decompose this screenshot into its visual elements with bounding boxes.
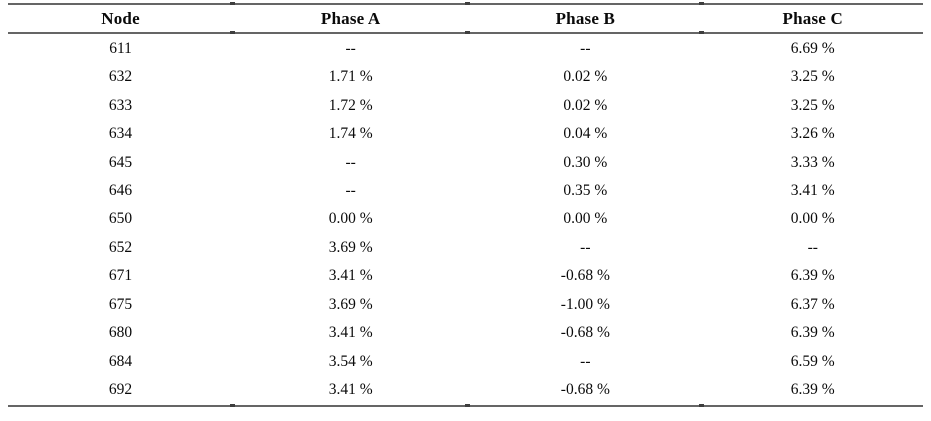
table-row: 692 3.41 % -0.68 % 6.39 % — [8, 376, 923, 406]
phase-b-cell: -- — [580, 39, 591, 57]
node-cell: 632 — [108, 68, 133, 86]
node-cell: 650 — [108, 210, 133, 228]
phase-a-cell: 3.41 % — [328, 267, 373, 285]
phase-c-cell: 6.69 % — [790, 39, 835, 57]
phase-b-cell: -0.68 % — [560, 267, 610, 285]
phase-c-cell: 3.33 % — [790, 153, 835, 171]
node-cell: 675 — [108, 295, 133, 313]
phase-b-cell: -0.68 % — [560, 324, 610, 342]
node-cell: 634 — [108, 125, 133, 143]
phase-c-cell: 0.00 % — [790, 210, 835, 228]
table-row: 652 3.69 % -- -- — [8, 234, 923, 262]
phase-c-cell: 6.39 % — [790, 267, 835, 285]
phase-a-cell: 0.00 % — [328, 210, 373, 228]
table-row: 645 -- 0.30 % 3.33 % — [8, 148, 923, 176]
column-header-phase-b: Phase B — [468, 4, 703, 34]
phase-c-cell: 3.25 % — [790, 96, 835, 114]
phase-a-cell: 1.72 % — [328, 96, 373, 114]
table-row: 671 3.41 % -0.68 % 6.39 % — [8, 262, 923, 290]
phase-table-container: Node Phase A Phase B Phase C 611 -- -- 6… — [8, 2, 923, 407]
phase-b-cell: -1.00 % — [560, 295, 610, 313]
column-separator-tick — [465, 31, 470, 34]
phase-a-cell: 3.69 % — [328, 295, 373, 313]
phase-b-cell: 0.04 % — [563, 125, 608, 143]
node-cell: 671 — [108, 267, 133, 285]
column-separator-tick — [230, 2, 235, 5]
table-row: 675 3.69 % -1.00 % 6.37 % — [8, 291, 923, 319]
table-row: 646 -- 0.35 % 3.41 % — [8, 177, 923, 205]
column-header-node: Node — [8, 4, 234, 34]
phase-c-cell: 6.37 % — [790, 295, 835, 313]
phase-c-cell: 3.41 % — [790, 181, 835, 199]
phase-a-cell: 1.71 % — [328, 68, 373, 86]
phase-b-cell: 0.02 % — [563, 68, 608, 86]
phase-b-cell: 0.02 % — [563, 96, 608, 114]
phase-b-cell: -0.68 % — [560, 381, 610, 399]
phase-b-cell: 0.35 % — [563, 181, 608, 199]
node-cell: 645 — [108, 153, 133, 171]
column-separator-tick — [699, 404, 704, 407]
table-row: 633 1.72 % 0.02 % 3.25 % — [8, 91, 923, 119]
node-cell: 633 — [108, 96, 133, 114]
table-row: 650 0.00 % 0.00 % 0.00 % — [8, 205, 923, 233]
header-row: Node Phase A Phase B Phase C — [8, 4, 923, 34]
column-separator-tick — [699, 2, 704, 5]
phase-c-cell: 6.39 % — [790, 324, 835, 342]
node-cell: 646 — [108, 181, 133, 199]
table-row: 634 1.74 % 0.04 % 3.26 % — [8, 120, 923, 148]
phase-c-cell: 3.26 % — [790, 125, 835, 143]
table-row: 632 1.71 % 0.02 % 3.25 % — [8, 63, 923, 91]
table-body: 611 -- -- 6.69 % 632 1.71 % 0.02 % 3.25 … — [8, 33, 923, 406]
column-separator-tick — [465, 2, 470, 5]
node-cell: 652 — [108, 238, 133, 256]
table-header: Node Phase A Phase B Phase C — [8, 4, 923, 34]
phase-c-cell: 6.39 % — [790, 381, 835, 399]
column-separator-tick — [230, 404, 235, 407]
phase-c-cell: 6.59 % — [790, 352, 835, 370]
table-row: 611 -- -- 6.69 % — [8, 33, 923, 63]
phase-a-cell: 3.69 % — [328, 238, 373, 256]
column-separator-tick — [699, 31, 704, 34]
phase-b-cell: 0.30 % — [563, 153, 608, 171]
phase-b-cell: 0.00 % — [563, 210, 608, 228]
phase-a-cell: -- — [345, 153, 356, 171]
phase-b-cell: -- — [580, 238, 591, 256]
phase-c-cell: 3.25 % — [790, 68, 835, 86]
phase-c-cell: -- — [807, 238, 818, 256]
phase-percentage-table: Node Phase A Phase B Phase C 611 -- -- 6… — [8, 3, 923, 407]
node-cell: 684 — [108, 352, 133, 370]
node-cell: 692 — [108, 381, 133, 399]
phase-a-cell: 1.74 % — [328, 125, 373, 143]
column-separator-tick — [465, 404, 470, 407]
phase-a-cell: 3.54 % — [328, 352, 373, 370]
table-row: 684 3.54 % -- 6.59 % — [8, 347, 923, 375]
table-row: 680 3.41 % -0.68 % 6.39 % — [8, 319, 923, 347]
phase-a-cell: -- — [345, 181, 356, 199]
phase-b-cell: -- — [580, 352, 591, 370]
column-separator-tick — [230, 31, 235, 34]
node-cell: 680 — [108, 324, 133, 342]
column-header-phase-a: Phase A — [233, 4, 469, 34]
node-cell: 611 — [109, 39, 132, 57]
phase-a-cell: 3.41 % — [328, 381, 373, 399]
phase-a-cell: 3.41 % — [328, 324, 373, 342]
column-header-phase-c: Phase C — [702, 4, 923, 34]
phase-a-cell: -- — [345, 39, 356, 57]
